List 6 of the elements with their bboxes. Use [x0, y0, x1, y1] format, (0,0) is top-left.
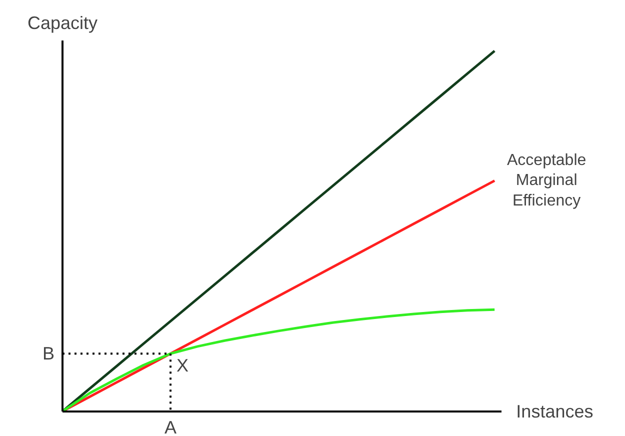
- series-label: Acceptable Marginal Efficiency: [507, 152, 586, 210]
- text: A: [164, 417, 177, 436]
- y-axis-title: Capacity: [27, 12, 98, 33]
- annotation: X: [176, 356, 189, 376]
- x-axis-title: Instances: [516, 401, 594, 422]
- text: B: [42, 344, 55, 364]
